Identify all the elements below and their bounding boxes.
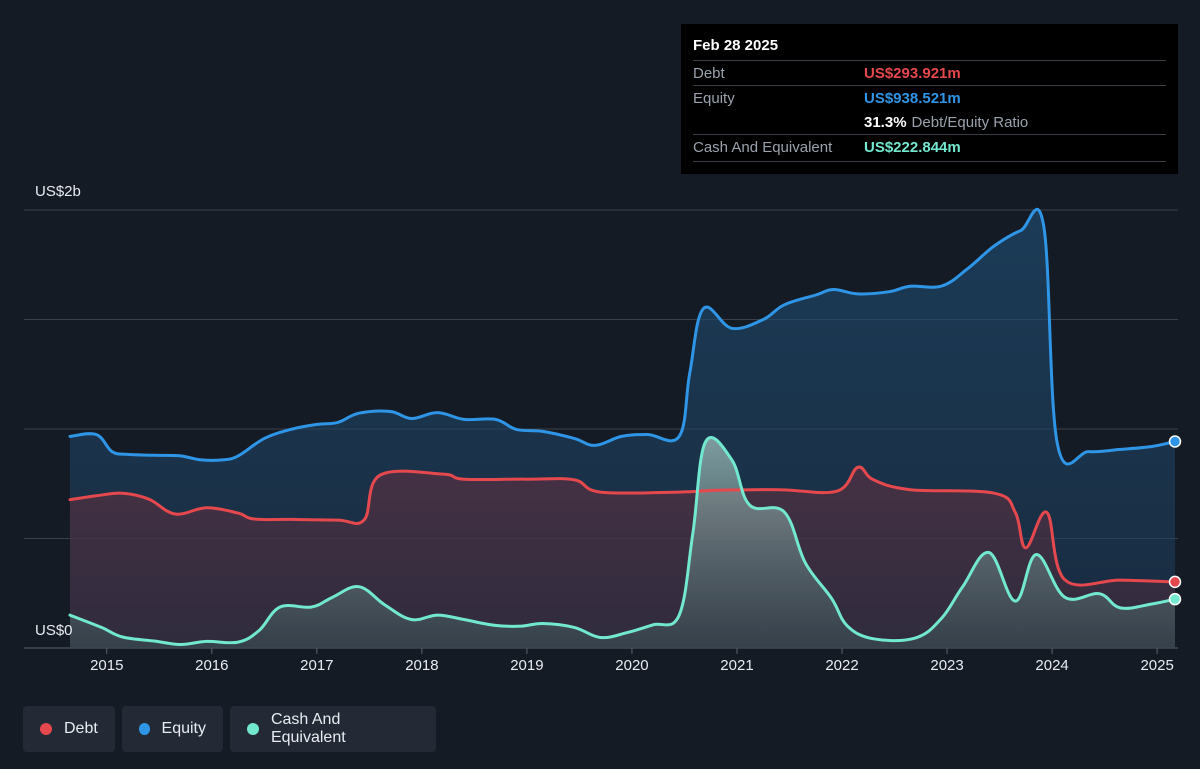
x-tick-label: 2019 <box>510 657 544 674</box>
x-tick-label: 2017 <box>300 657 334 674</box>
debt-line <box>68 465 1177 587</box>
x-tick-label: 2020 <box>615 657 649 674</box>
legend-cash-label: Cash And Equivalent <box>270 711 346 746</box>
tooltip-debt-value: US$293.921m <box>864 64 961 82</box>
tooltip-debt-row: Debt US$293.921m <box>693 60 1166 85</box>
debt-dot-icon <box>40 723 52 735</box>
cash-area <box>70 437 1175 648</box>
legend-item-cash[interactable]: Cash And Equivalent <box>230 706 436 752</box>
series-end-markers <box>1168 435 1182 606</box>
legend-item-debt[interactable]: Debt <box>23 706 115 752</box>
equity-line <box>68 207 1177 466</box>
x-tick-label: 2015 <box>90 657 124 674</box>
chart-legend: Debt Equity Cash And Equivalent <box>23 706 436 752</box>
tooltip-cash-value: US$222.844m <box>864 138 961 156</box>
tooltip-cash-label: Cash And Equivalent <box>693 138 833 156</box>
x-axis <box>106 648 1158 654</box>
series-areas <box>70 209 1175 648</box>
data-tooltip: Feb 28 2025 Debt US$293.921m Equity US$9… <box>681 24 1178 174</box>
legend-debt-label: Debt <box>64 720 98 737</box>
tooltip-cash-row: Cash And Equivalent US$222.844m <box>693 134 1166 159</box>
tooltip-date: Feb 28 2025 <box>693 37 779 54</box>
tooltip-ratio-value: 31.3% <box>864 113 907 131</box>
equity-dot-icon <box>139 723 150 735</box>
cash-line <box>68 436 1177 647</box>
tooltip-equity-value: US$938.521m <box>864 89 961 107</box>
cash-dot-icon <box>247 723 259 735</box>
tooltip-ratio-label: Debt/Equity Ratio <box>911 113 1029 131</box>
tooltip-divider <box>693 161 1166 162</box>
y-axis-bottom-label: US$0 <box>35 622 73 639</box>
x-tick-label: 2025 <box>1140 657 1174 674</box>
x-tick-label: 2022 <box>825 657 859 674</box>
legend-equity-label: Equity <box>161 720 206 737</box>
cash-end-marker <box>1168 592 1182 606</box>
x-tick-label: 2024 <box>1035 657 1069 674</box>
x-tick-label: 2016 <box>195 657 229 674</box>
x-tick-label: 2018 <box>405 657 439 674</box>
debt-end-marker <box>1168 575 1182 589</box>
y-axis-top-label: US$2b <box>35 183 81 200</box>
tooltip-debt-label: Debt <box>693 64 725 82</box>
series-lines <box>68 207 1177 647</box>
equity-end-marker <box>1168 435 1182 448</box>
legend-item-equity[interactable]: Equity <box>122 706 223 752</box>
tooltip-ratio-row: 31.3% Debt/Equity Ratio <box>693 110 1166 134</box>
x-tick-label: 2021 <box>720 657 754 674</box>
tooltip-equity-row: Equity US$938.521m <box>693 85 1166 110</box>
tooltip-equity-label: Equity <box>693 89 735 107</box>
x-tick-label: 2023 <box>930 657 964 674</box>
